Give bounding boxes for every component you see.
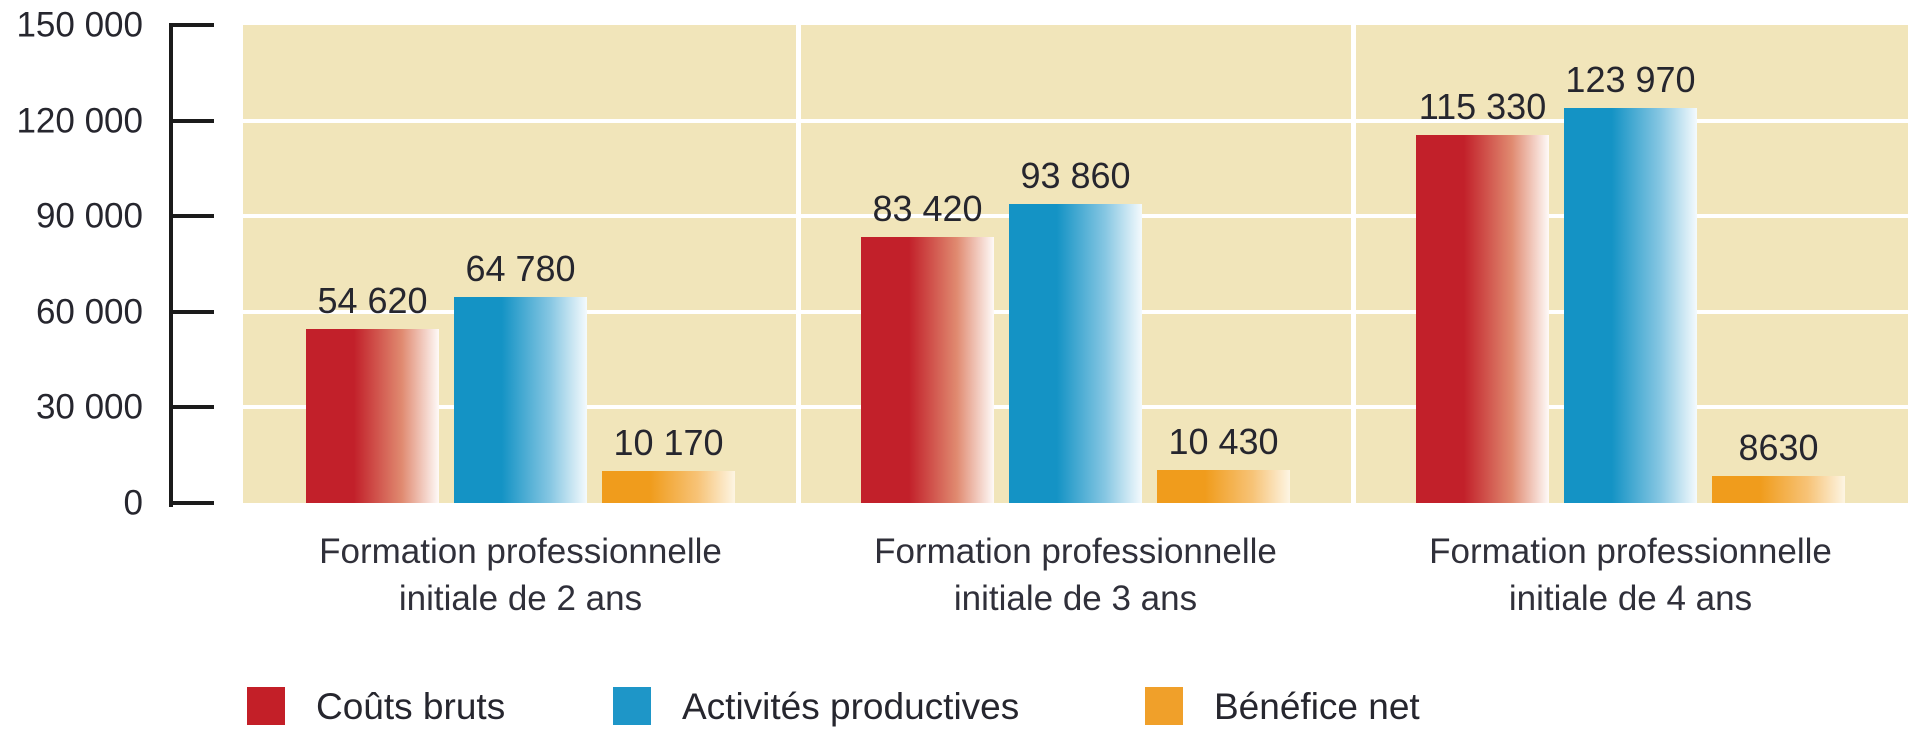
legend-swatch-co-ts-bruts [247, 687, 285, 725]
bar-co-ts-bruts [306, 328, 439, 503]
legend-swatch-b-n-fice-net [1145, 687, 1183, 725]
panel-separator [795, 25, 801, 503]
legend-label: Bénéfice net [1214, 685, 1420, 727]
legend-item-activit-s-productives: Activités productives [613, 687, 1019, 725]
plot-area: 54 620 64 780 10 170 83 420 93 860 10 430 115 … [243, 25, 1908, 503]
y-tick-mark [169, 23, 214, 27]
legend-swatch-activit-s-productives [613, 687, 651, 725]
y-axis-line [169, 23, 173, 507]
y-tick-mark [169, 405, 214, 410]
y-tick-label: 30 000 [35, 387, 143, 427]
bar-value-label: 10 430 [1168, 420, 1279, 462]
y-tick-label: 90 000 [35, 196, 143, 236]
legend-label: Activités productives [682, 685, 1020, 727]
y-tick-label: 120 000 [16, 101, 143, 141]
bar-co-ts-bruts [861, 237, 994, 503]
category-label: Formation professionnelle initiale de 3 … [874, 532, 1277, 618]
panel-separator [1350, 25, 1356, 503]
bar-activit-s-productives [454, 296, 587, 503]
bar-value-label: 83 420 [872, 188, 983, 230]
y-tick-mark [169, 309, 214, 314]
bar-value-label: 93 860 [1020, 154, 1131, 196]
bar-value-label: 123 970 [1565, 58, 1696, 100]
bar-value-label: 64 780 [465, 247, 576, 289]
y-tick-mark [169, 214, 214, 219]
bar-b-n-fice-net [1157, 469, 1290, 503]
legend-label: Coûts bruts [316, 685, 506, 727]
category-label: Formation professionnelle initiale de 4 … [1429, 532, 1832, 618]
bar-value-label: 54 620 [317, 279, 428, 321]
y-tick-mark [169, 118, 214, 123]
category-label: Formation professionnelle initiale de 2 … [319, 532, 722, 618]
y-tick-label: 60 000 [35, 292, 143, 332]
bar-b-n-fice-net [602, 470, 735, 503]
bar-value-label: 8630 [1738, 426, 1819, 468]
legend-item-b-n-fice-net: Bénéfice net [1145, 687, 1420, 725]
legend-item-co-ts-bruts: Coûts bruts [247, 687, 505, 725]
gridline [243, 118, 1908, 123]
bar-value-label: 10 170 [613, 421, 724, 463]
bar-value-label: 115 330 [1418, 86, 1547, 128]
bar-activit-s-productives [1009, 203, 1142, 503]
bar-co-ts-bruts [1416, 135, 1549, 503]
y-tick-label: 0 [123, 483, 143, 523]
bar-b-n-fice-net [1712, 475, 1845, 503]
bar-activit-s-productives [1564, 107, 1697, 503]
y-tick-label: 150 000 [16, 5, 143, 45]
y-tick-mark [169, 501, 214, 505]
y-axis-labels: 150 000 120 000 90 000 60 000 30 000 0 [0, 0, 143, 744]
